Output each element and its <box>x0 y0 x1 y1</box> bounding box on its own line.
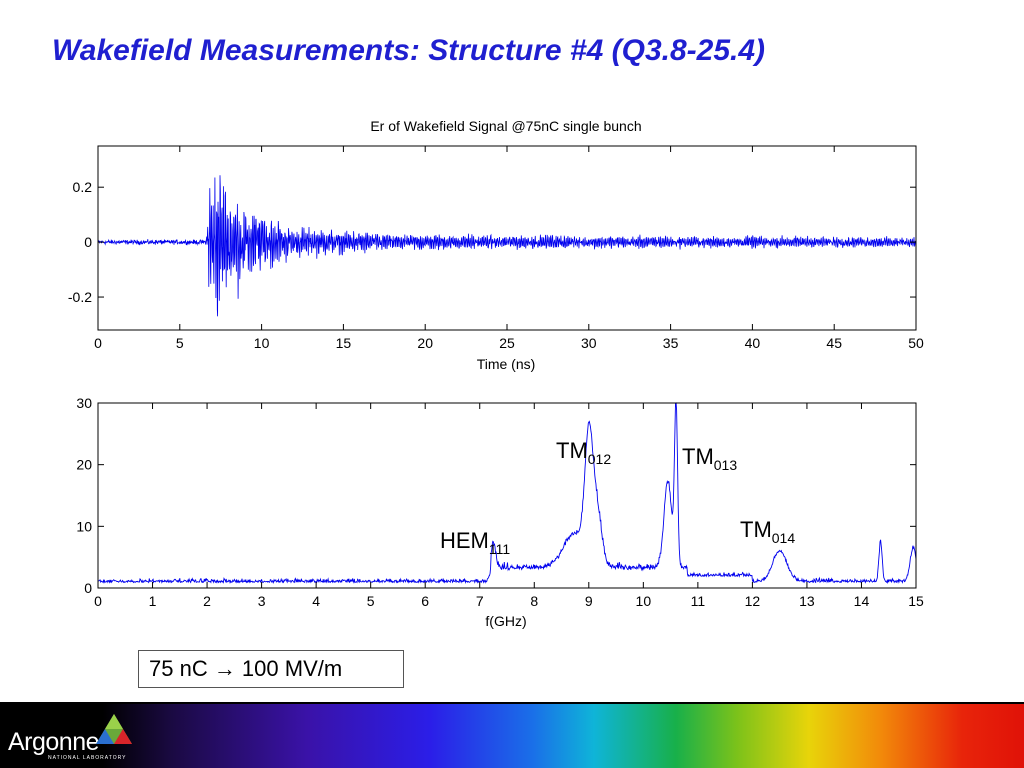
annotation-tm014: TM014 <box>740 517 795 546</box>
x-tick-label: 0 <box>94 335 102 351</box>
chart1-signal-line <box>97 175 917 317</box>
chart2-xlabel: f(GHz) <box>485 613 526 629</box>
x-tick-label: 35 <box>663 335 679 351</box>
x-tick-label: 3 <box>258 593 266 609</box>
x-tick-label: 7 <box>476 593 484 609</box>
argonne-logo-text: Argonne <box>8 728 100 756</box>
x-tick-label: 50 <box>908 335 924 351</box>
x-tick-label: 45 <box>826 335 842 351</box>
x-tick-label: 14 <box>854 593 870 609</box>
chart1-plot-area <box>97 175 917 317</box>
y-tick-label: 30 <box>76 395 92 411</box>
chart1-xlabel: Time (ns) <box>477 356 536 372</box>
x-tick-label: 13 <box>799 593 815 609</box>
x-tick-label: 11 <box>691 593 706 609</box>
slide-title: Wakefield Measurements: Structure #4 (Q3… <box>52 34 766 67</box>
x-tick-label: 25 <box>499 335 515 351</box>
annotation-tm013: TM013 <box>682 444 737 473</box>
x-tick-label: 0 <box>94 593 102 609</box>
chart-canvas: Er of Wakefield Signal @75nC single bunc… <box>68 118 924 629</box>
chart2-frame <box>97 402 917 589</box>
x-tick-label: 10 <box>636 593 652 609</box>
x-tick-label: 40 <box>745 335 761 351</box>
x-tick-label: 5 <box>176 335 184 351</box>
y-tick-label: 10 <box>76 518 92 534</box>
y-tick-label: 20 <box>76 457 92 473</box>
argonne-logo-subtitle: NATIONAL LABORATORY <box>48 755 127 761</box>
chart2-spectrum-line <box>97 402 917 585</box>
annotation-tm012: TM012 <box>556 438 611 467</box>
x-tick-label: 10 <box>254 335 270 351</box>
x-tick-label: 4 <box>312 593 320 609</box>
field-gradient-callout: 75 nC → 100 MV/m <box>138 650 404 688</box>
chart2-plot-area <box>97 402 917 585</box>
x-tick-label: 30 <box>581 335 597 351</box>
x-tick-label: 2 <box>203 593 211 609</box>
chart1-title: Er of Wakefield Signal @75nC single bunc… <box>370 118 641 134</box>
argonne-triangle-icon <box>96 714 132 744</box>
y-tick-label: 0 <box>84 234 92 250</box>
y-tick-label: 0.2 <box>73 179 93 195</box>
x-tick-label: 6 <box>421 593 429 609</box>
footer-divider <box>0 702 1024 705</box>
x-tick-label: 9 <box>585 593 593 609</box>
footer-spectrum-bar <box>0 704 1024 768</box>
x-tick-label: 12 <box>745 593 761 609</box>
x-tick-label: 8 <box>530 593 538 609</box>
x-tick-label: 1 <box>149 593 157 609</box>
annotation-hem111: HEM111 <box>440 528 510 557</box>
y-tick-label: -0.2 <box>68 289 92 305</box>
x-tick-label: 5 <box>367 593 375 609</box>
x-tick-label: 15 <box>908 593 924 609</box>
chart1-axes: 0 5 10 15 20 25 30 35 40 45 50 -0.2 0 0.2 <box>68 145 924 351</box>
x-tick-label: 15 <box>336 335 352 351</box>
x-tick-label: 20 <box>417 335 433 351</box>
y-tick-label: 0 <box>84 580 92 596</box>
